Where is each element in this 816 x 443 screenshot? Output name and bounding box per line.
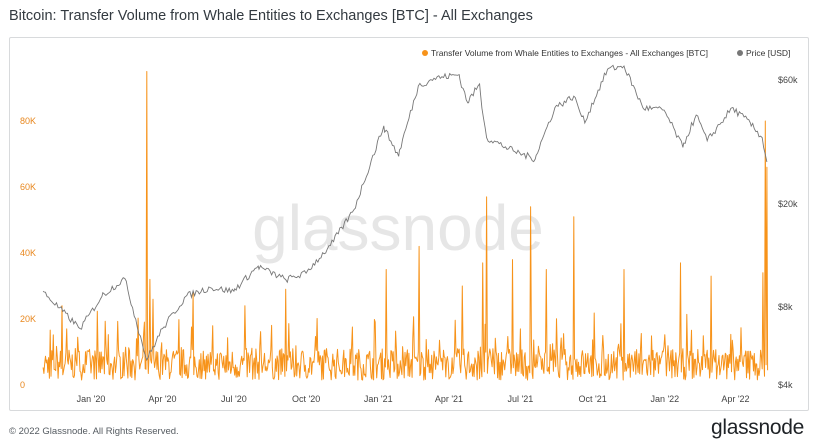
x-tick-label: Oct '20 xyxy=(292,394,320,404)
legend[interactable]: Transfer Volume from Whale Entities to E… xyxy=(422,48,790,58)
left-axis: 0 20K 40K 60K 80K xyxy=(20,116,36,390)
chart-title: Bitcoin: Transfer Volume from Whale Enti… xyxy=(9,8,533,24)
plot-series xyxy=(42,64,769,381)
legend-swatch-volume xyxy=(422,50,428,56)
legend-label-volume[interactable]: Transfer Volume from Whale Entities to E… xyxy=(431,48,708,58)
right-tick-label: $60k xyxy=(778,75,798,85)
x-tick-label: Jan '21 xyxy=(364,394,393,404)
x-tick-label: Apr '22 xyxy=(721,394,749,404)
right-tick-label: $20k xyxy=(778,199,798,209)
series-line-volume xyxy=(42,71,769,381)
copyright: © 2022 Glassnode. All Rights Reserved. xyxy=(9,426,179,437)
x-tick-label: Jul '21 xyxy=(508,394,534,404)
left-tick-label: 40K xyxy=(20,248,36,258)
x-axis: Jan '20 Apr '20 Jul '20 Oct '20 Jan '21 Apr '… xyxy=(77,394,750,404)
series-line-price xyxy=(42,64,768,362)
x-tick-label: Jul '20 xyxy=(221,394,247,404)
x-tick-label: Oct '21 xyxy=(578,394,606,404)
chart-frame xyxy=(9,37,809,411)
left-tick-label: 60K xyxy=(20,182,36,192)
right-tick-label: $8k xyxy=(778,302,793,312)
x-tick-label: Apr '21 xyxy=(435,394,463,404)
left-tick-label: 0 xyxy=(20,380,25,390)
brand-logo[interactable]: glassnode xyxy=(710,416,804,439)
x-tick-label: Jan '22 xyxy=(650,394,679,404)
left-tick-label: 20K xyxy=(20,314,36,324)
legend-swatch-price xyxy=(737,50,743,56)
right-tick-label: $4k xyxy=(778,380,793,390)
legend-label-price[interactable]: Price [USD] xyxy=(746,48,790,58)
watermark: glassnode xyxy=(252,192,544,264)
x-tick-label: Apr '20 xyxy=(148,394,176,404)
x-tick-label: Jan '20 xyxy=(77,394,106,404)
right-axis: $4k $8k $20k $60k xyxy=(778,75,798,390)
left-tick-label: 80K xyxy=(20,116,36,126)
